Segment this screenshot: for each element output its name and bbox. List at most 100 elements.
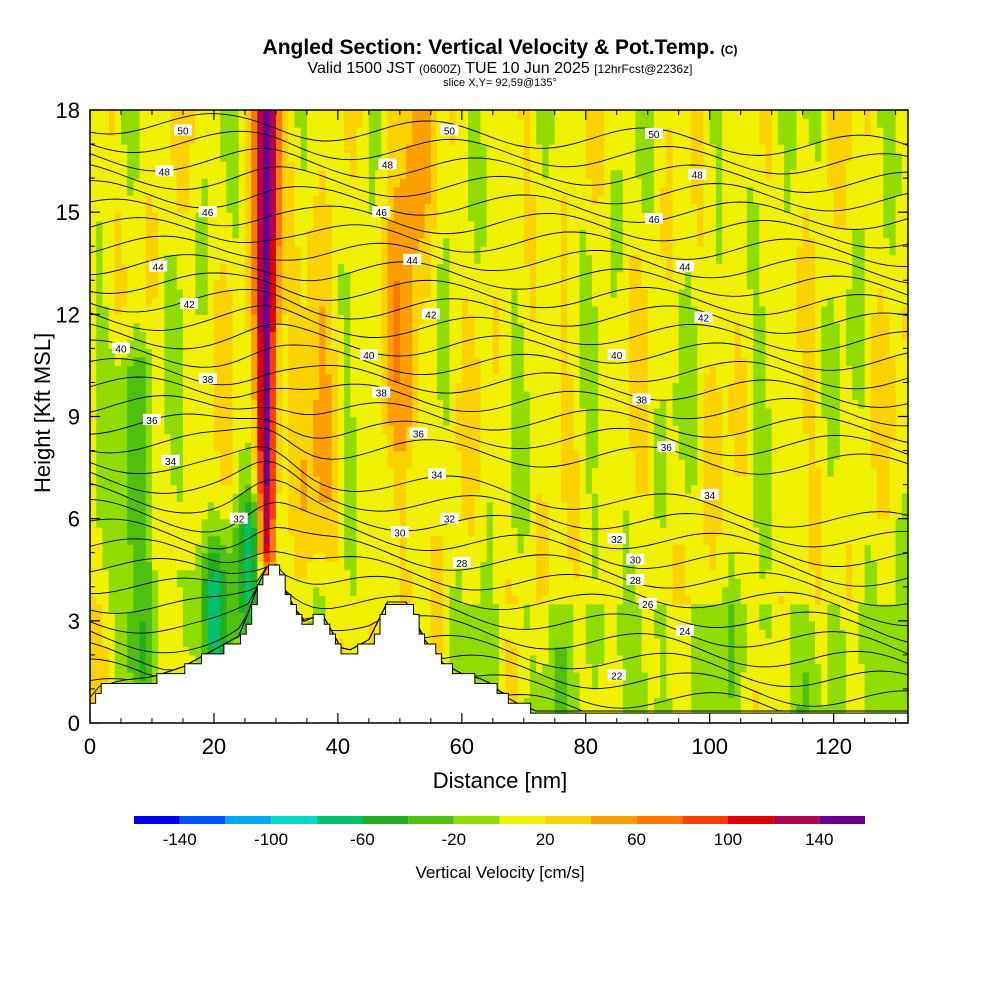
velocity-cell: [616, 654, 624, 664]
velocity-cell: [678, 569, 686, 579]
velocity-cell: [213, 484, 221, 494]
velocity-cell: [728, 671, 736, 682]
velocity-cell: [282, 433, 289, 443]
velocity-cell: [468, 510, 475, 520]
velocity-cell: [536, 399, 543, 409]
velocity-cell: [474, 561, 482, 571]
velocity-cell: [182, 399, 190, 409]
velocity-cell: [647, 535, 655, 545]
velocity-cell: [567, 620, 574, 630]
velocity-cell: [796, 425, 804, 435]
velocity-cell: [536, 544, 543, 554]
velocity-cell: [344, 425, 351, 435]
velocity-cell: [195, 442, 203, 452]
velocity-cell: [511, 416, 519, 426]
velocity-cell: [647, 705, 655, 716]
velocity-cell: [610, 637, 618, 647]
velocity-cell: [511, 561, 519, 571]
velocity-cell: [151, 620, 159, 630]
velocity-cell: [629, 595, 636, 605]
velocity-cell: [517, 476, 525, 486]
velocity-cell: [455, 535, 463, 545]
velocity-cell: [120, 629, 128, 639]
velocity-cell: [455, 654, 463, 664]
velocity-cell: [796, 442, 804, 452]
velocity-cell: [877, 578, 884, 588]
velocity-cell: [889, 586, 897, 596]
velocity-cell: [207, 629, 215, 639]
velocity-cell: [189, 416, 196, 426]
velocity-cell: [207, 518, 215, 528]
velocity-cell: [579, 578, 587, 588]
velocity-cell: [325, 459, 333, 469]
velocity-cell: [722, 527, 729, 537]
velocity-cell: [511, 476, 519, 486]
velocity-cell: [889, 501, 897, 511]
velocity-cell: [505, 671, 512, 682]
velocity-cell: [635, 654, 643, 664]
velocity-cell: [337, 484, 345, 494]
velocity-cell: [133, 450, 141, 460]
velocity-cell: [350, 433, 358, 443]
velocity-cell: [846, 544, 853, 554]
velocity-cell: [548, 407, 556, 418]
velocity-cell: [635, 663, 643, 673]
velocity-cell: [350, 493, 358, 503]
velocity-cell: [759, 425, 767, 435]
velocity-cell: [468, 493, 475, 503]
velocity-cell: [201, 561, 209, 571]
velocity-cell: [629, 603, 636, 613]
velocity-cell: [536, 646, 543, 656]
velocity-cell: [350, 561, 358, 571]
velocity-cell: [703, 697, 711, 707]
velocity-cell: [189, 493, 196, 503]
velocity-cell: [325, 425, 333, 435]
velocity-cell: [133, 578, 141, 588]
velocity-cell: [226, 544, 234, 554]
velocity-cell: [288, 433, 296, 443]
velocity-cell: [393, 552, 401, 562]
velocity-cell: [517, 399, 525, 409]
velocity-cell: [901, 552, 909, 562]
velocity-cell: [765, 442, 773, 452]
velocity-cell: [114, 646, 122, 656]
velocity-cell: [195, 459, 203, 469]
velocity-cell: [653, 399, 661, 409]
velocity-cell: [734, 442, 742, 452]
velocity-cell: [356, 586, 364, 596]
velocity-cell: [350, 527, 358, 537]
velocity-cell: [368, 399, 376, 409]
velocity-cell: [852, 688, 860, 699]
velocity-cell: [306, 603, 314, 613]
velocity-cell: [833, 467, 841, 477]
velocity-cell: [765, 654, 773, 664]
velocity-cell: [368, 433, 376, 443]
velocity-cell: [542, 561, 550, 571]
velocity-cell: [331, 442, 339, 452]
velocity-cell: [133, 637, 141, 647]
velocity-cell: [641, 586, 649, 596]
velocity-cell: [238, 595, 246, 605]
velocity-cell: [300, 510, 308, 520]
velocity-cell: [647, 561, 655, 571]
velocity-cell: [399, 535, 407, 545]
velocity-cell: [468, 620, 475, 630]
velocity-cell: [244, 535, 252, 545]
velocity-cell: [536, 578, 543, 588]
velocity-cell: [244, 501, 252, 511]
velocity-cell: [641, 518, 649, 528]
velocity-cell: [821, 603, 829, 613]
velocity-cell: [839, 612, 847, 622]
velocity-cell: [753, 527, 760, 537]
velocity-cell: [660, 484, 667, 494]
velocity-cell: [635, 459, 643, 469]
velocity-cell: [901, 425, 909, 435]
velocity-cell: [852, 603, 860, 613]
velocity-cell: [523, 433, 531, 443]
velocity-cell: [492, 535, 500, 545]
velocity-cell: [647, 569, 655, 579]
velocity-cell: [846, 705, 853, 716]
velocity-cell: [815, 586, 822, 596]
velocity-cell: [647, 399, 655, 409]
velocity-cell: [511, 399, 519, 409]
